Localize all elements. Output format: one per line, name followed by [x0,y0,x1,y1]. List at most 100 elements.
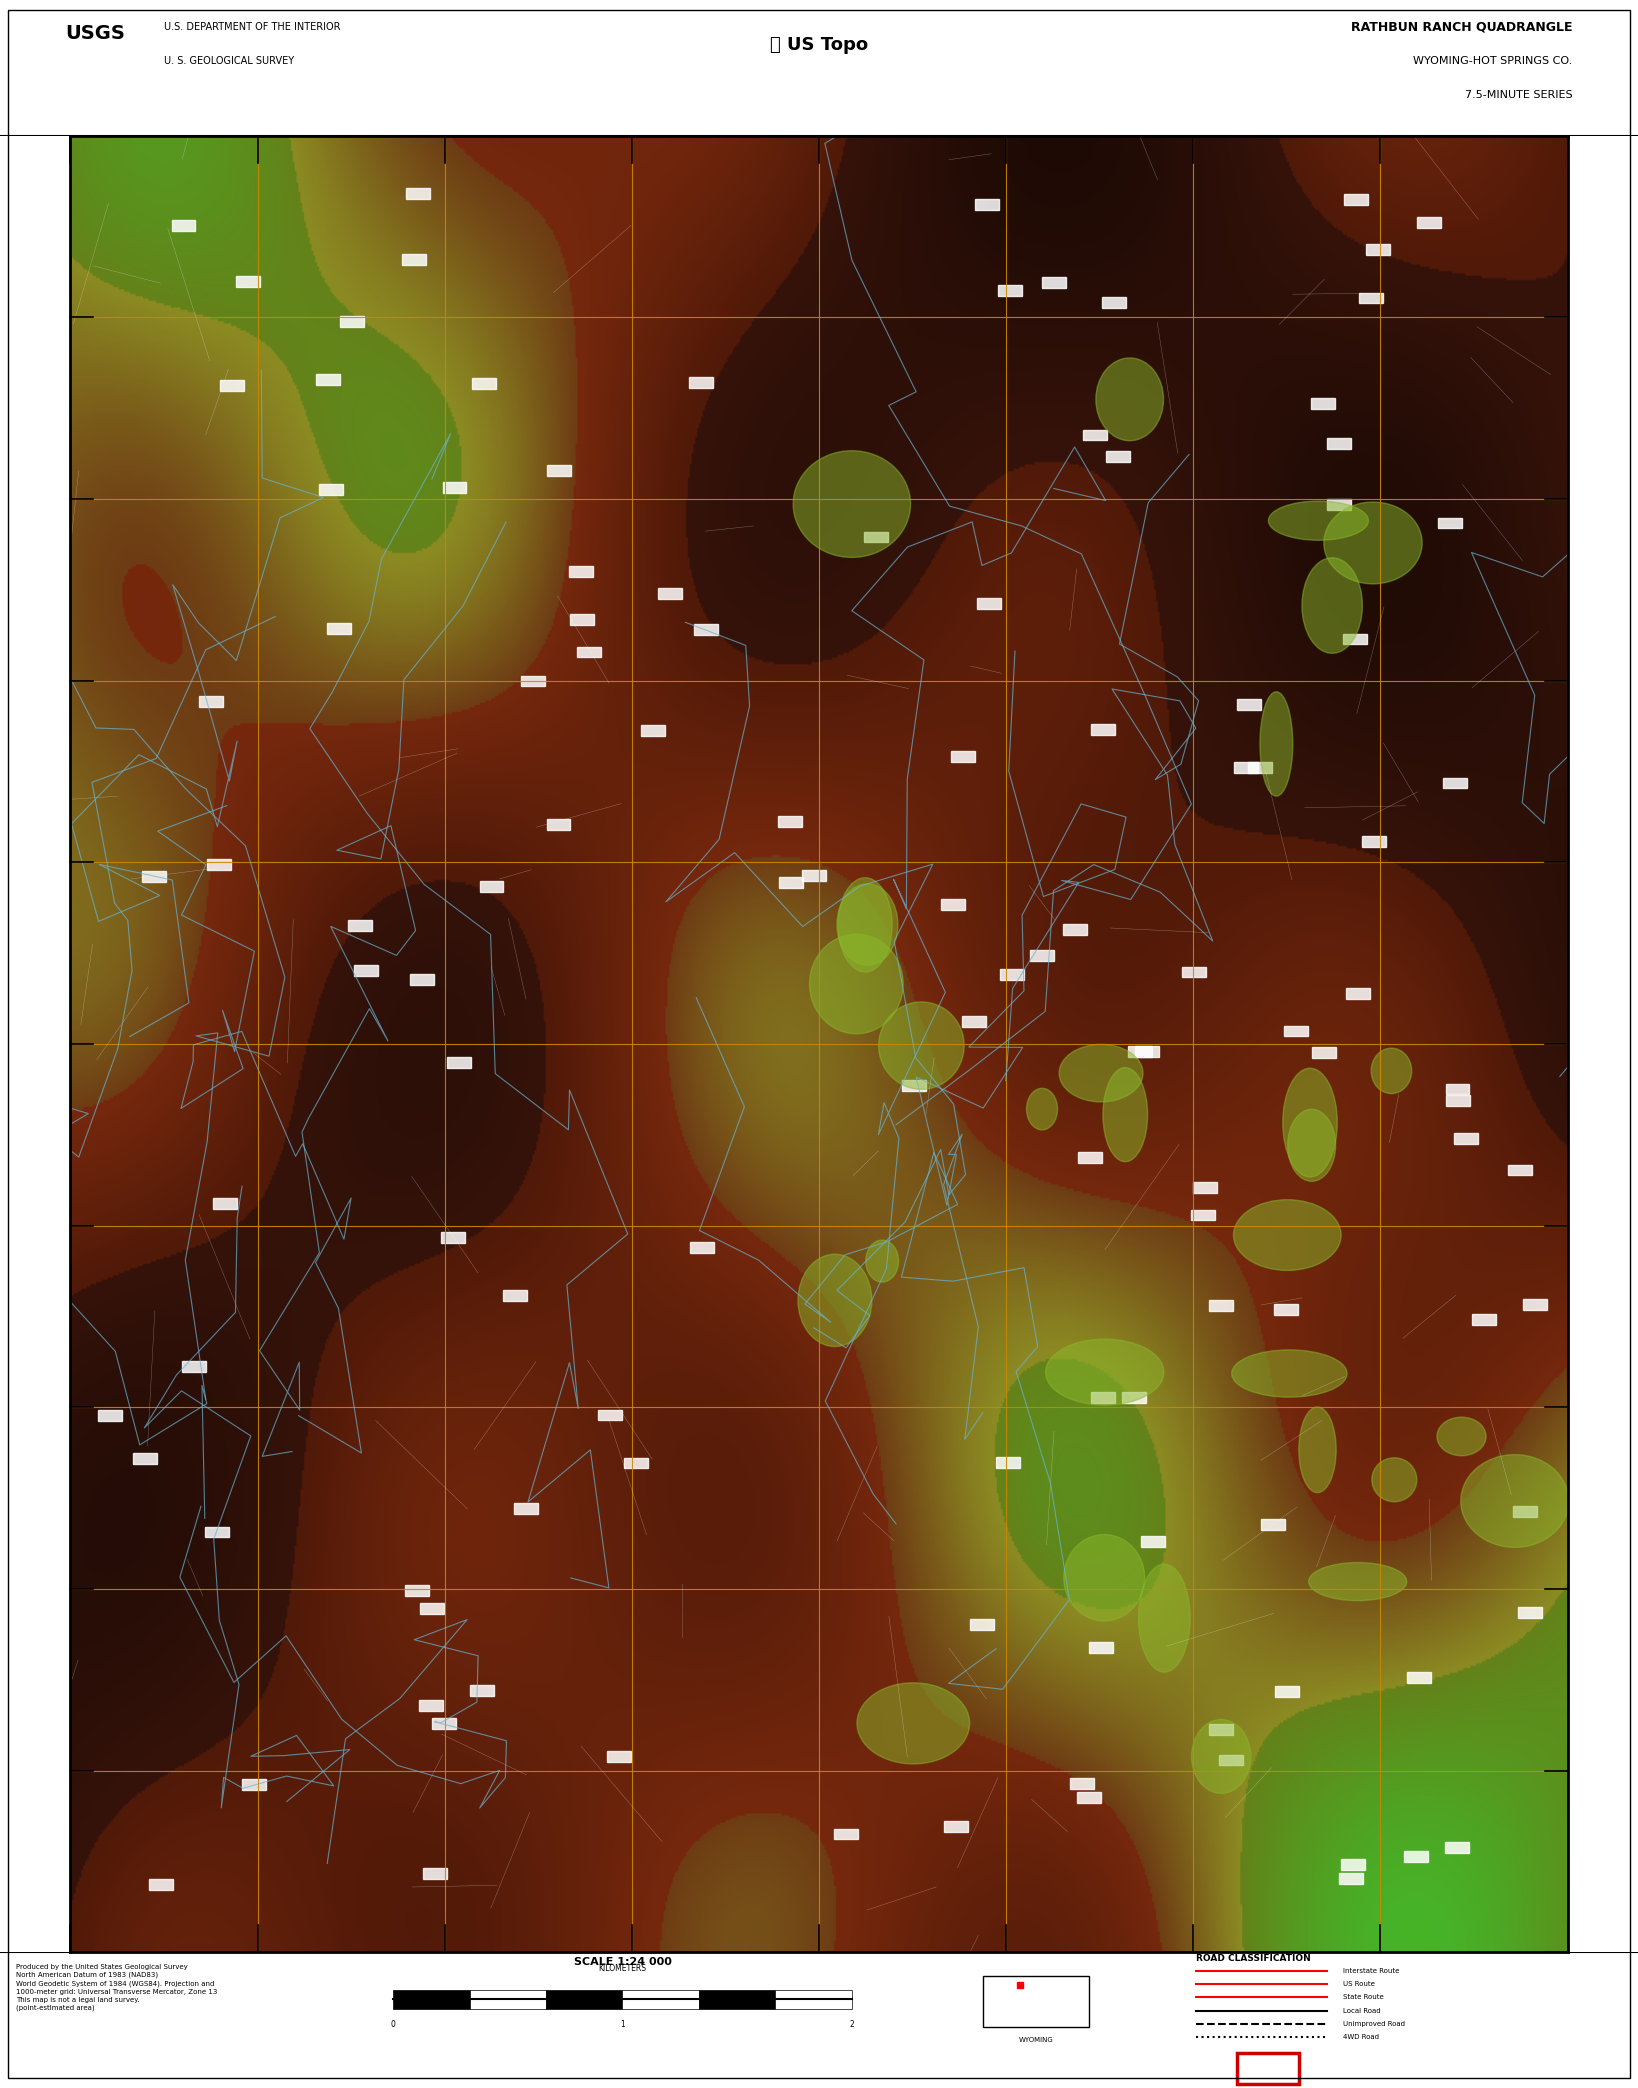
Bar [1284,1025,1309,1036]
Bar [521,677,545,687]
Bar [1135,1046,1160,1057]
Bar [172,221,195,232]
Bar [1209,1725,1233,1735]
Bar [778,816,803,827]
Bar [952,752,976,762]
Bar [699,1990,775,2009]
Bar [410,975,434,986]
Bar [208,858,231,869]
Bar [547,466,572,476]
Bar [658,589,681,599]
Bar [347,921,372,931]
Bar [863,532,888,543]
Bar [1192,1182,1217,1192]
Bar [219,380,244,390]
Bar [470,1990,545,2009]
Ellipse shape [1233,1201,1342,1270]
Bar [442,482,467,493]
Bar [545,1990,622,2009]
Bar [1446,1096,1471,1107]
Bar [1361,837,1386,848]
Bar [1183,967,1206,977]
Bar [423,1869,447,1879]
Ellipse shape [1268,501,1368,541]
Bar [622,1990,699,2009]
Bar [1345,988,1369,998]
Bar [213,1199,238,1209]
Bar [1438,518,1463,528]
Bar [480,881,503,892]
Ellipse shape [1324,501,1422,585]
Text: RATHBUN RANCH QUADRANGLE: RATHBUN RANCH QUADRANGLE [1351,21,1572,33]
Ellipse shape [809,933,903,1034]
Ellipse shape [1373,1457,1417,1501]
Bar [1417,217,1441,228]
Bar [940,900,965,910]
Text: Unimproved Road: Unimproved Road [1343,2021,1405,2027]
Bar [962,1017,986,1027]
Bar [441,1232,465,1242]
Ellipse shape [1371,1048,1412,1094]
Bar [149,1879,174,1890]
Bar [598,1409,622,1420]
Bar [1345,194,1368,205]
Ellipse shape [1309,1562,1407,1601]
Bar [1446,1084,1469,1094]
Bar [242,1779,265,1789]
Bar [1091,1393,1115,1403]
Bar [1235,762,1258,773]
Bar [316,374,341,386]
Bar [996,1457,1020,1468]
Bar [1237,2053,1299,2084]
Bar [1237,699,1261,710]
Bar [503,1290,527,1301]
Text: KILOMETERS: KILOMETERS [598,1965,647,1973]
Bar [640,725,665,737]
Bar [1523,1299,1546,1309]
Bar [1338,1873,1363,1883]
Bar [983,1975,1089,2027]
Bar [1030,950,1055,960]
Bar [1209,1301,1233,1311]
Text: U.S. DEPARTMENT OF THE INTERIOR: U.S. DEPARTMENT OF THE INTERIOR [164,23,341,31]
Ellipse shape [1096,357,1163,441]
Bar [354,965,378,977]
Bar [975,200,999,211]
Bar [1102,296,1127,307]
Bar [1343,633,1368,645]
Ellipse shape [1027,1088,1058,1130]
Bar [1122,1393,1147,1403]
Bar [1219,1754,1243,1766]
Text: Produced by the United States Geological Survey
North American Datum of 1983 (NA: Produced by the United States Geological… [16,1963,218,2011]
Bar [577,647,601,658]
Bar [1042,278,1066,288]
Bar [447,1057,472,1067]
Ellipse shape [1299,1407,1337,1493]
Ellipse shape [793,451,911,557]
Bar [133,1453,157,1464]
Ellipse shape [857,1683,970,1764]
Bar [1358,292,1382,303]
Text: 4WD Road: 4WD Road [1343,2034,1379,2040]
Ellipse shape [837,883,898,965]
Bar [1083,430,1107,441]
Bar [943,1821,968,1831]
Bar [1070,1777,1094,1789]
Ellipse shape [1138,1564,1191,1672]
Bar [405,1585,429,1595]
Bar [406,188,431,198]
Text: 1: 1 [621,2019,624,2030]
Bar [1078,1153,1102,1163]
Bar [1327,438,1351,449]
Bar [472,378,496,388]
Bar [1455,1132,1477,1144]
Text: WYOMING: WYOMING [1019,2038,1053,2042]
Bar [419,1700,442,1712]
Bar [1514,1505,1536,1518]
Bar [198,695,223,708]
Bar [801,871,826,881]
Bar [1473,1313,1497,1326]
Bar [1107,451,1130,461]
Bar [570,614,595,624]
Ellipse shape [865,1240,899,1282]
